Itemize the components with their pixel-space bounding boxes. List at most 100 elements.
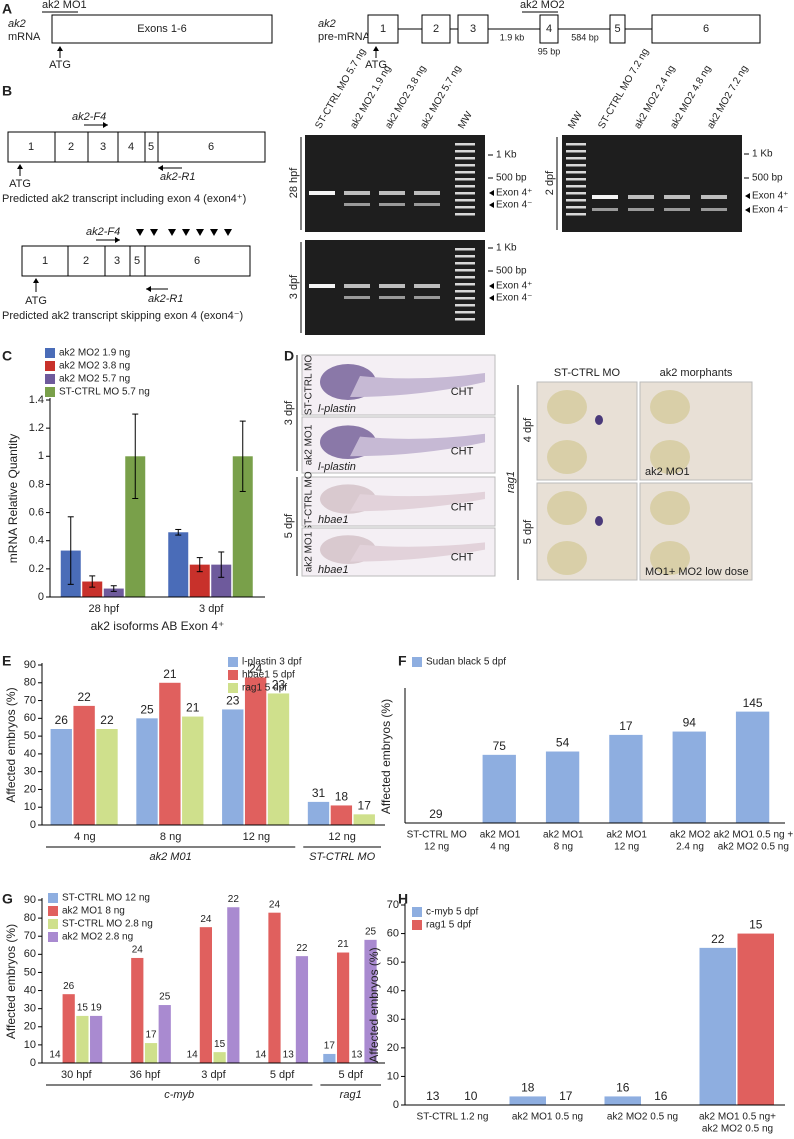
- ladder-band: [455, 192, 475, 195]
- y-tick-label: 1: [38, 450, 44, 462]
- group-label: ST-CTRL MO: [309, 851, 375, 863]
- ladder-band: [455, 206, 475, 209]
- count-label: 22: [228, 894, 240, 905]
- y-tick-label: 60: [24, 948, 36, 960]
- arrow-head: [17, 164, 23, 169]
- marker-arrow: [745, 193, 750, 199]
- label: ATG: [365, 59, 387, 71]
- label: 3: [470, 23, 476, 35]
- gel-band: [414, 284, 440, 288]
- ladder-band: [566, 150, 586, 153]
- label: mRNA: [8, 31, 41, 43]
- mutation-marker: [136, 229, 144, 236]
- y-tick-label: 50: [24, 730, 36, 742]
- mrna-box: [51, 14, 273, 44]
- x-tick-label: 12 ng: [328, 831, 356, 843]
- y-tick-label: 30: [24, 766, 36, 778]
- legend-label: Sudan black 5 dpf: [426, 657, 506, 668]
- mutation-marker: [210, 229, 218, 236]
- label: 2 dpf: [544, 170, 556, 195]
- bar: [672, 731, 706, 823]
- label: Exon 4⁻: [496, 293, 532, 304]
- count-label: 29: [429, 807, 443, 821]
- y-tick-label: 0.4: [29, 535, 44, 547]
- ladder-band: [455, 276, 475, 279]
- y-tick-label: 30: [24, 1003, 36, 1015]
- label: 28 hpf: [288, 167, 300, 199]
- y-tick-label: 20: [24, 1021, 36, 1033]
- label: Exon 4⁺: [496, 188, 532, 199]
- label: CHT: [451, 501, 474, 513]
- ladder-band: [566, 213, 586, 216]
- count-label: 145: [743, 696, 763, 710]
- label: 5 dpf: [283, 513, 295, 538]
- bar: [336, 952, 350, 1063]
- count-label: 24: [200, 914, 212, 925]
- ladder-band: [566, 178, 586, 181]
- label: ak2 MO1: [304, 424, 315, 465]
- count-label: 14: [49, 1050, 61, 1061]
- bar: [73, 705, 95, 825]
- arrow-head: [33, 278, 39, 283]
- label: Exon 4⁻: [752, 205, 788, 216]
- count-label: 26: [55, 713, 69, 727]
- bar: [189, 564, 210, 597]
- arrow-head: [158, 165, 163, 171]
- count-label: 14: [255, 1050, 267, 1061]
- y-tick-label: 40: [24, 748, 36, 760]
- ladder-band: [455, 213, 475, 216]
- label: Predicted ak2 transcript including exon …: [2, 193, 246, 205]
- panel-letter: C: [2, 348, 12, 364]
- count-label: 75: [493, 739, 507, 753]
- bar: [735, 711, 770, 823]
- label: 1 Kb: [496, 150, 517, 161]
- ladder-band: [566, 171, 586, 174]
- gel-band: [344, 203, 370, 206]
- gel-band: [414, 296, 440, 299]
- label: Exons 1-6: [137, 23, 187, 35]
- count-label: 25: [365, 926, 377, 937]
- legend-label: rag1 5 dpf: [426, 920, 471, 931]
- label: 95 bp: [538, 46, 561, 56]
- embryo-body: [350, 542, 485, 562]
- label: 4 dpf: [522, 417, 534, 442]
- bar: [545, 751, 580, 823]
- legend-swatch: [412, 907, 422, 917]
- marker-arrow: [745, 207, 750, 213]
- x-tick-label: 5 dpf: [338, 1069, 363, 1081]
- marker-arrow: [489, 295, 494, 301]
- bar: [144, 1043, 158, 1063]
- gel-band: [592, 195, 618, 199]
- label: ak2-R1: [160, 171, 195, 183]
- label: ak2 MO1: [304, 531, 315, 572]
- ladder-band: [566, 185, 586, 188]
- y-tick-label: 60: [24, 712, 36, 724]
- arrow-head: [57, 46, 63, 51]
- label: 500 bp: [496, 173, 527, 184]
- lane-label: MW: [566, 109, 585, 130]
- label: 3: [114, 255, 120, 267]
- ladder-band: [455, 304, 475, 307]
- x-tick-label: ak2 MO1 0.5 ng: [512, 1112, 583, 1123]
- transcript-box: [21, 245, 251, 277]
- panel-letter: E: [2, 653, 11, 669]
- y-tick-label: 0.2: [29, 563, 44, 575]
- count-label: 23: [272, 678, 286, 692]
- count-label: 13: [351, 1050, 363, 1061]
- bar: [509, 1096, 546, 1105]
- mutation-marker: [224, 229, 232, 236]
- legend-swatch: [228, 670, 238, 680]
- count-label: 13: [283, 1050, 295, 1061]
- eye: [547, 440, 587, 474]
- label: ST-CTRL MO: [304, 471, 315, 531]
- x-tick-label: ak2 MO1: [480, 830, 521, 841]
- lane-label: MW: [456, 109, 475, 130]
- legend-label: ST-CTRL MO 5.7 ng: [59, 387, 150, 398]
- panel-letter: D: [284, 348, 294, 364]
- y-axis-title: Affected embryos (%): [4, 687, 18, 802]
- count-label: 54: [556, 736, 570, 750]
- exon-box: [609, 14, 626, 44]
- x-tick-label: 4 ng: [490, 842, 509, 853]
